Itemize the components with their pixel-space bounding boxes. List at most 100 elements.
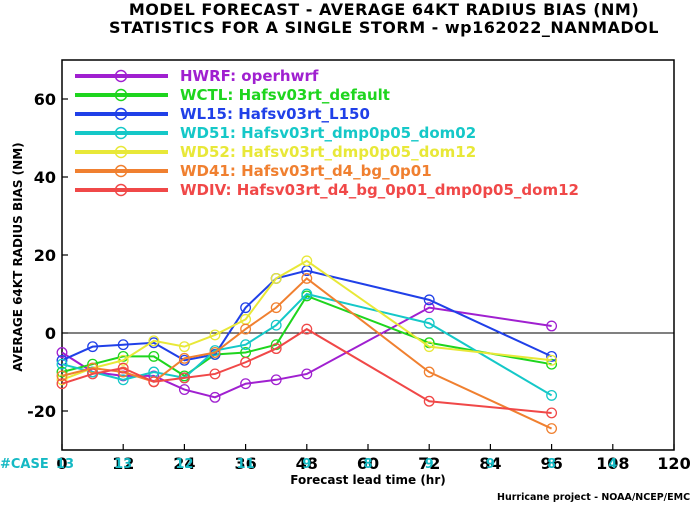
series-point: [56, 347, 68, 358]
series-point: [423, 302, 435, 314]
case-count: 9: [425, 457, 434, 472]
legend-item: WD52: Hafsv03rt_dmp0p05_dom12: [75, 143, 476, 161]
x-tick-label: 72: [418, 454, 440, 473]
series-point: [270, 302, 282, 314]
series-point: [117, 339, 129, 351]
legend-item: WD51: Hafsv03rt_dmp0p05_dom02: [75, 124, 476, 142]
series-6: [56, 323, 558, 419]
legend-swatch-marker: [114, 183, 128, 197]
series-point: [423, 317, 435, 329]
series-point: [209, 368, 221, 380]
legend-label: WD41: Hafsv03rt_d4_bg_0p01: [180, 162, 432, 180]
legend-swatch-marker: [114, 107, 128, 121]
series-point: [56, 370, 68, 382]
series-point: [546, 407, 558, 419]
series-2: [56, 265, 558, 366]
series-point: [87, 341, 99, 353]
series-point: [546, 350, 558, 362]
x-tick-label: 0: [56, 454, 67, 473]
series-point: [240, 378, 252, 390]
series-point: [301, 323, 313, 335]
series-point: [240, 356, 252, 368]
case-count: 9: [486, 457, 495, 472]
series-point: [423, 395, 435, 407]
chart-title: MODEL FORECAST - AVERAGE 64KT RADIUS BIA…: [128, 0, 640, 19]
series-point: [148, 350, 160, 362]
case-count: 13: [114, 457, 132, 472]
series-point: [423, 341, 435, 353]
y-ticks: -20 0 20 40 60: [27, 90, 68, 421]
series-group: [56, 255, 558, 435]
y-tick-label: 60: [34, 90, 56, 109]
legend-swatch-marker: [114, 164, 128, 178]
x-tick-label: 36: [234, 454, 256, 473]
series-point: [56, 358, 68, 370]
legend-label: WD52: Hafsv03rt_dmp0p05_dom12: [180, 143, 476, 161]
series-point: [546, 354, 558, 366]
legend-swatch-marker: [114, 69, 128, 83]
series-point: [270, 343, 282, 355]
series-point: [301, 272, 313, 284]
series-point: [178, 384, 190, 396]
y-axis-title: AVERAGE 64KT RADIUS BIAS (NM): [11, 142, 25, 371]
credit-text: Hurricane project - NOAA/NCEP/EMC: [497, 492, 690, 503]
series-point: [148, 335, 160, 347]
case-count: 9: [302, 457, 311, 472]
x-tick-label: 96: [540, 454, 562, 473]
legend-label: WL15: Hafsv03rt_L150: [180, 105, 370, 123]
series-point: [240, 323, 252, 335]
series-point: [240, 339, 252, 351]
x-tick-label: 84: [479, 454, 501, 473]
x-axis-title: Forecast lead time (hr): [290, 473, 446, 487]
legend-label: HWRF: operhwrf: [180, 67, 319, 85]
legend-label: WD51: Hafsv03rt_dmp0p05_dom02: [180, 124, 476, 142]
x-tick-label: 48: [296, 454, 318, 473]
series-1: [56, 290, 558, 382]
x-tick-label: 108: [596, 454, 629, 473]
series-line: [61, 327, 552, 414]
case-count: 12: [175, 457, 193, 472]
series-point: [117, 354, 129, 366]
x-ticks: 0 12 24 36 48 60 72 84 96 108 120: [56, 444, 691, 473]
series-point: [270, 319, 282, 331]
series-point: [178, 352, 190, 364]
series-point: [546, 320, 558, 332]
series-point: [423, 366, 435, 378]
series-3: [56, 288, 558, 401]
series-point: [178, 341, 190, 353]
case-label: #CASE: [0, 457, 49, 472]
y-tick-label: -20: [27, 402, 56, 421]
series-point: [270, 374, 282, 386]
series-line: [61, 306, 552, 399]
series-point: [301, 288, 313, 300]
series-point: [56, 378, 68, 390]
series-line: [61, 292, 553, 397]
legend-swatch-marker: [114, 88, 128, 102]
series-line: [61, 269, 553, 362]
legend-label: WDIV: Hafsv03rt_d4_bg_0p01_dmp0p05_dom12: [180, 181, 579, 199]
x-tick-label: 12: [112, 454, 134, 473]
y-tick-label: 0: [45, 324, 56, 343]
x-tick-label: 60: [357, 454, 379, 473]
series-point: [117, 374, 129, 386]
case-count: 8: [363, 457, 372, 472]
series-point: [87, 368, 99, 380]
series-point: [209, 347, 221, 358]
series-point: [209, 329, 221, 341]
case-count: 11: [237, 457, 255, 472]
series-point: [178, 372, 190, 384]
y-tick-label: 20: [34, 246, 56, 265]
legend-item: WL15: Hafsv03rt_L150: [75, 105, 370, 123]
legend-item: WDIV: Hafsv03rt_d4_bg_0p01_dmp0p05_dom12: [75, 181, 579, 199]
case-count: 4: [608, 457, 617, 472]
x-tick-label: 24: [173, 454, 195, 473]
series-point: [301, 255, 313, 267]
chart-subtitle: STATISTICS FOR A SINGLE STORM - wp162022…: [109, 18, 659, 37]
legend-swatch-marker: [114, 126, 128, 140]
series-point: [240, 302, 252, 314]
series-point: [546, 389, 558, 401]
legend-label: WCTL: Hafsv03rt_default: [180, 86, 390, 104]
series-point: [546, 423, 558, 435]
